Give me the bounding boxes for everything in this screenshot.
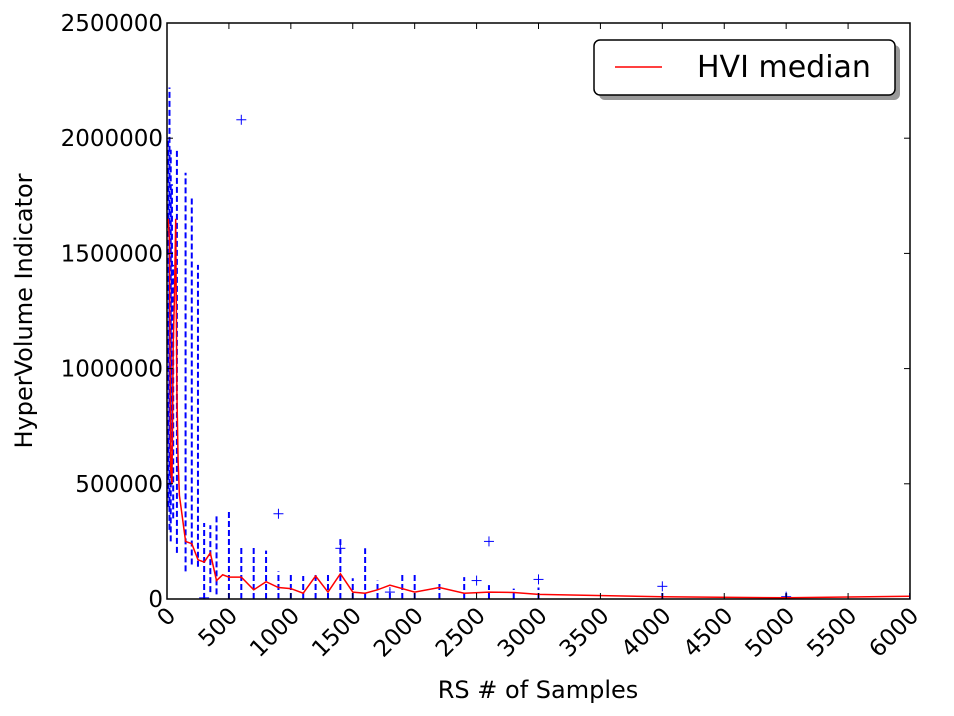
outlier-point xyxy=(273,508,284,519)
x-tick-label: 2000 xyxy=(369,603,429,663)
outlier-point xyxy=(483,536,494,547)
x-axis-label: RS # of Samples xyxy=(438,676,639,704)
y-tick-label: 500000 xyxy=(75,472,163,498)
plot-marks xyxy=(167,87,910,599)
outlier-point xyxy=(657,581,668,592)
x-tick-label: 500 xyxy=(194,603,243,652)
x-tick-label: 1500 xyxy=(307,603,367,663)
x-tick-label: 3500 xyxy=(555,603,615,663)
x-tick-labels: 0 500 1000 1500 2000 2500 3000 3500 4000 4500 5000… xyxy=(153,603,925,663)
outlier-point xyxy=(471,575,482,586)
y-tick-label: 1500000 xyxy=(61,241,163,267)
outlier-point xyxy=(384,587,395,598)
x-tick-label: 2500 xyxy=(431,603,491,663)
series-line-hvi-median xyxy=(167,218,910,599)
x-tick-label: 4000 xyxy=(617,603,677,663)
y-axis-label: HyperVolume Indicator xyxy=(10,173,38,448)
x-tick-label: 6000 xyxy=(864,603,924,663)
x-tick-label: 5500 xyxy=(803,603,863,663)
outlier-point xyxy=(533,574,544,585)
outlier-point xyxy=(335,543,346,554)
outlier-point xyxy=(199,592,210,599)
y-tick-labels: 0 500000 1000000 1500000 2000000 2500000 xyxy=(61,11,163,613)
x-tick-label: 4500 xyxy=(679,603,739,663)
legend-label: HVI median xyxy=(697,50,871,85)
y-tick-label: 2000000 xyxy=(61,126,163,152)
y-tick-label: 0 xyxy=(148,587,163,613)
y-tick-label: 2500000 xyxy=(61,11,163,37)
legend: HVI median xyxy=(593,39,900,100)
x-tick-label: 5000 xyxy=(741,603,801,663)
axis-ticks xyxy=(166,22,911,600)
x-tick-label: 1000 xyxy=(245,603,305,663)
y-tick-label: 1000000 xyxy=(61,357,163,383)
outlier-point xyxy=(236,114,247,125)
plot-area xyxy=(167,87,910,599)
legend-box xyxy=(593,39,896,96)
x-tick-label: 3000 xyxy=(493,603,553,663)
